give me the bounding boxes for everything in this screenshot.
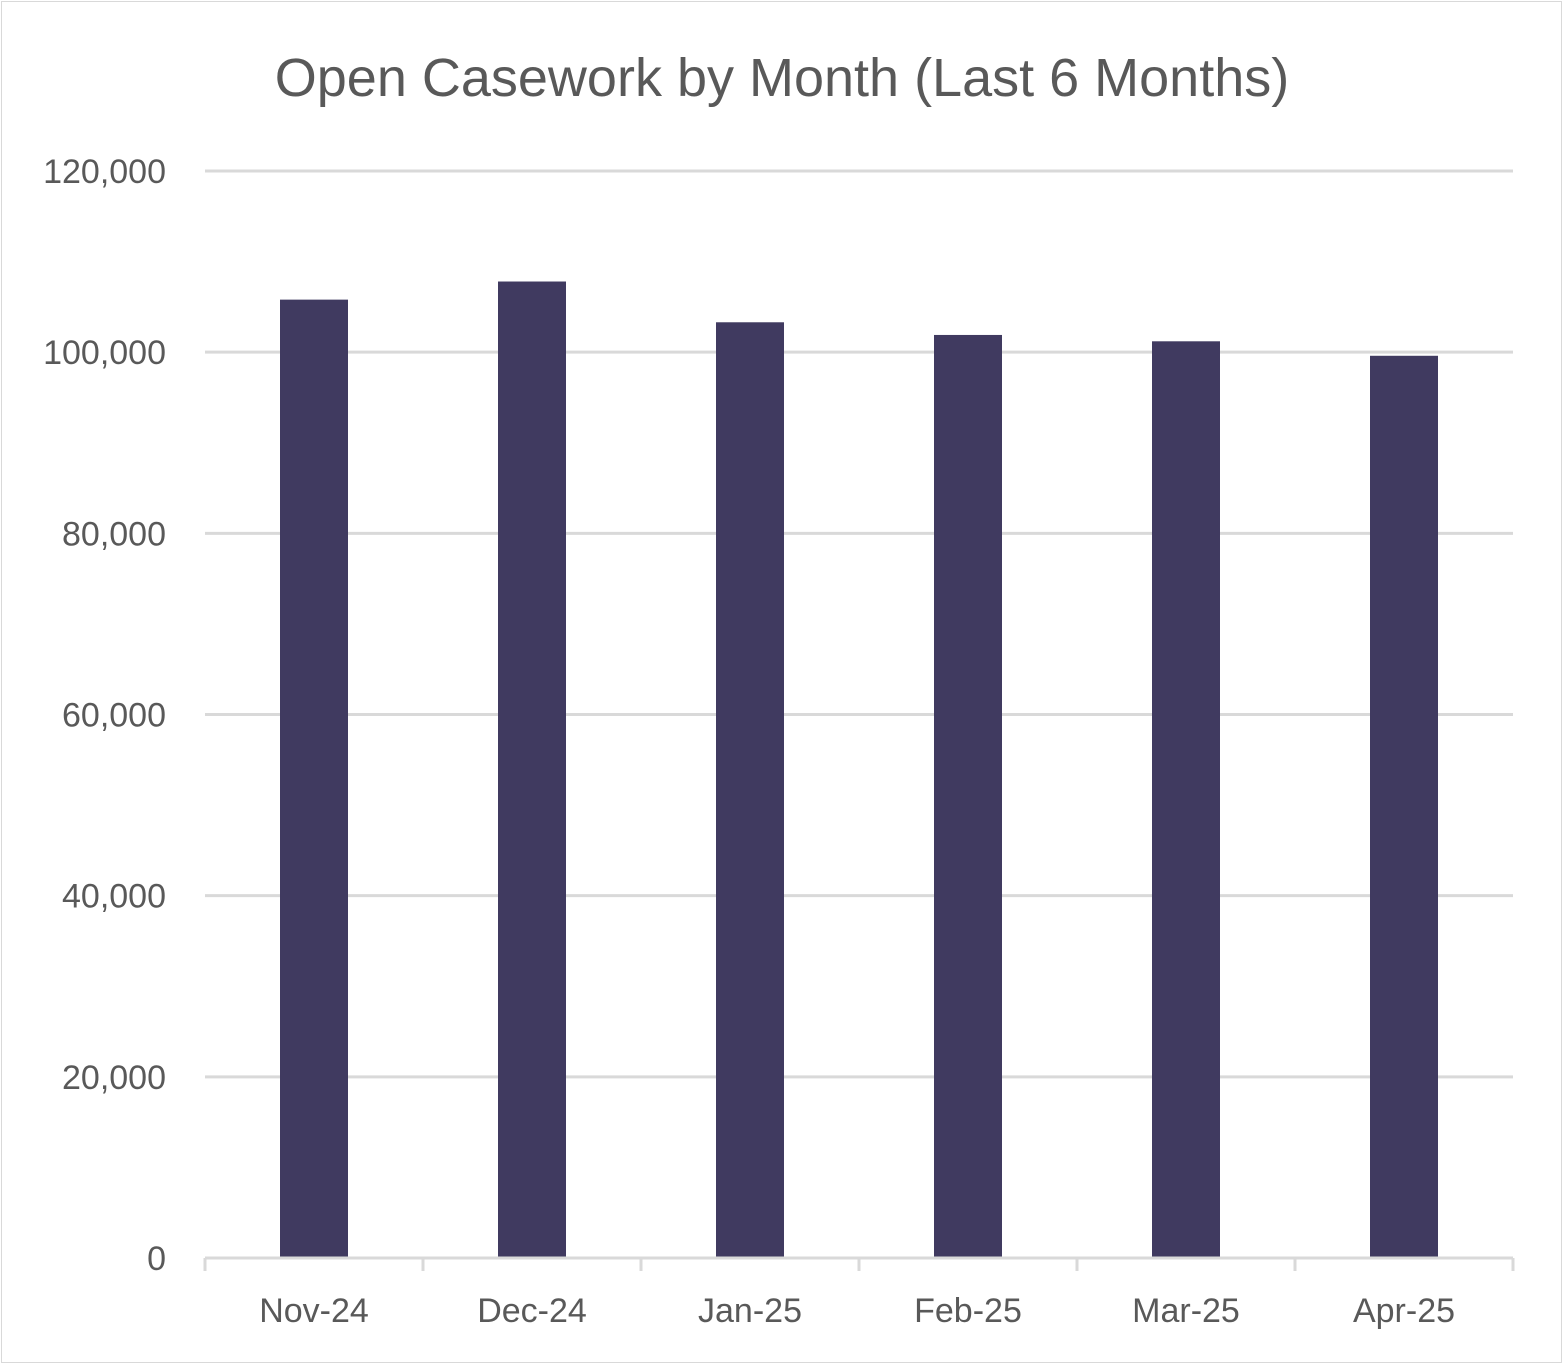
bar-dec-24 xyxy=(498,281,566,1258)
bars xyxy=(280,281,1438,1259)
x-tick-label: Nov-24 xyxy=(259,1292,369,1330)
y-tick-label: 20,000 xyxy=(62,1059,166,1097)
y-tick-label: 0 xyxy=(147,1240,166,1278)
x-tick-label: Jan-25 xyxy=(698,1292,802,1330)
bar-feb-25 xyxy=(934,334,1002,1259)
y-tick-label: 100,000 xyxy=(43,334,166,372)
x-axis: Nov-24 Dec-24 Jan-25 Feb-25 Mar-25 Apr-25 xyxy=(203,1256,1515,1330)
bar-apr-25 xyxy=(1370,355,1438,1258)
y-tick-label: 80,000 xyxy=(62,515,166,553)
x-tick-label: Feb-25 xyxy=(914,1292,1022,1330)
y-tick-label: 60,000 xyxy=(62,697,166,735)
y-axis: 0 20,000 40,000 60,000 80,000 100,000 120,000 xyxy=(43,153,166,1278)
bar-mar-25 xyxy=(1152,341,1220,1259)
chart-title: Open Casework by Month (Last 6 Months) xyxy=(275,48,1289,108)
y-tick-label: 120,000 xyxy=(43,153,166,191)
x-tick-label: Mar-25 xyxy=(1132,1292,1240,1330)
y-tick-label: 40,000 xyxy=(62,878,166,916)
x-tick-label: Dec-24 xyxy=(477,1292,587,1330)
bar-jan-25 xyxy=(716,322,784,1258)
gridlines xyxy=(205,169,1513,1079)
x-tick-label: Apr-25 xyxy=(1353,1292,1455,1330)
bar-nov-24 xyxy=(280,299,348,1259)
